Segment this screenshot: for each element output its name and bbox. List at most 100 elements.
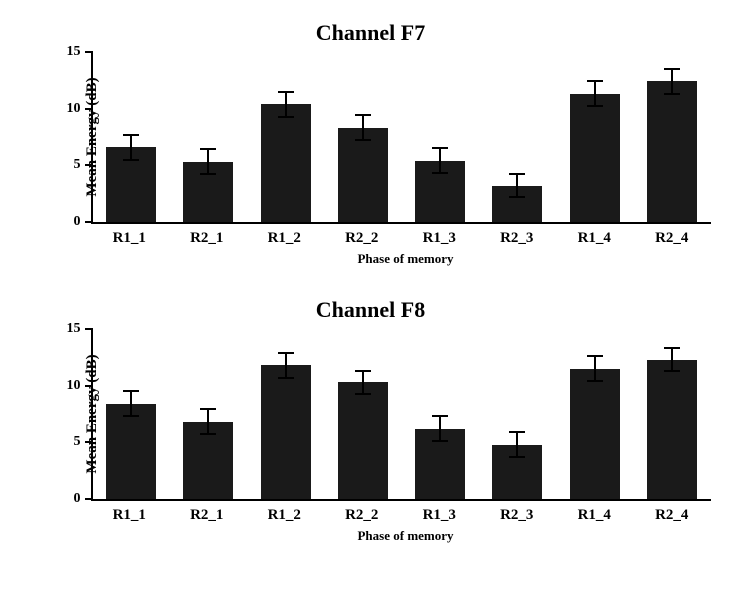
bar-wrap — [183, 422, 233, 499]
bar — [647, 360, 697, 499]
y-tick-label: 10 — [67, 101, 81, 117]
bar — [261, 104, 311, 222]
bar-wrap — [183, 162, 233, 222]
bar — [338, 382, 388, 499]
error-bar-line — [130, 391, 132, 416]
error-bar-cap-bottom — [200, 173, 216, 175]
error-bar-cap-top — [509, 173, 525, 175]
bar-wrap — [106, 404, 156, 499]
x-tick-label: R1_2 — [259, 230, 309, 247]
chart-panel-1: Channel F8Mean Energy (dB)051015R1_1R2_1… — [21, 297, 721, 544]
error-bar-cap-top — [664, 347, 680, 349]
y-tick — [85, 385, 93, 387]
x-axis-label: Phase of memory — [91, 528, 721, 544]
bar-wrap — [261, 365, 311, 499]
y-tick-label: 5 — [74, 434, 81, 450]
y-tick — [85, 221, 93, 223]
bar — [570, 94, 620, 222]
x-tick-label: R1_3 — [414, 230, 464, 247]
error-bar-cap-top — [355, 370, 371, 372]
x-labels-row: R1_1R2_1R1_2R2_2R1_3R2_3R1_4R2_4 — [91, 507, 711, 524]
error-bar-cap-bottom — [123, 159, 139, 161]
y-tick-label: 15 — [67, 321, 81, 337]
error-bar-line — [207, 149, 209, 174]
bar-wrap — [647, 360, 697, 499]
x-labels-row: R1_1R2_1R1_2R2_2R1_3R2_3R1_4R2_4 — [91, 230, 711, 247]
x-tick-label: R1_4 — [569, 507, 619, 524]
error-bar-cap-bottom — [509, 196, 525, 198]
error-bar-line — [594, 81, 596, 106]
bar-wrap — [647, 81, 697, 222]
error-bar-cap-bottom — [278, 377, 294, 379]
y-tick-label: 5 — [74, 157, 81, 173]
bar-wrap — [106, 147, 156, 222]
bar-wrap — [492, 186, 542, 222]
error-bar-line — [439, 148, 441, 173]
x-tick-label: R2_4 — [647, 230, 697, 247]
y-tick-label: 10 — [67, 378, 81, 394]
bars-container — [93, 329, 711, 499]
error-bar-cap-bottom — [278, 116, 294, 118]
y-tick — [85, 498, 93, 500]
y-tick-label: 0 — [74, 214, 81, 230]
plot-area: Mean Energy (dB)051015 — [91, 329, 711, 501]
bar-wrap — [492, 445, 542, 499]
error-bar-cap-bottom — [664, 370, 680, 372]
error-bar-cap-top — [664, 68, 680, 70]
x-tick-label: R1_3 — [414, 507, 464, 524]
bar-wrap — [338, 382, 388, 499]
x-tick-label: R2_1 — [182, 230, 232, 247]
bar — [570, 369, 620, 499]
bar — [647, 81, 697, 222]
error-bar-cap-top — [509, 431, 525, 433]
x-axis-label: Phase of memory — [91, 251, 721, 267]
error-bar-line — [285, 92, 287, 117]
error-bar-cap-top — [355, 114, 371, 116]
bar-wrap — [570, 94, 620, 222]
error-bar-cap-bottom — [432, 440, 448, 442]
error-bar-line — [439, 416, 441, 441]
error-bar-cap-bottom — [587, 105, 603, 107]
bar-wrap — [261, 104, 311, 222]
x-tick-label: R1_2 — [259, 507, 309, 524]
y-tick — [85, 164, 93, 166]
y-tick — [85, 441, 93, 443]
x-tick-label: R2_4 — [647, 507, 697, 524]
bar-wrap — [570, 369, 620, 499]
error-bar-line — [671, 348, 673, 371]
error-bar-line — [130, 135, 132, 160]
error-bar-cap-bottom — [509, 456, 525, 458]
error-bar-cap-bottom — [432, 172, 448, 174]
error-bar-cap-top — [123, 390, 139, 392]
x-tick-label: R1_4 — [569, 230, 619, 247]
plot-area: Mean Energy (dB)051015 — [91, 52, 711, 224]
error-bar-cap-bottom — [355, 139, 371, 141]
x-tick-label: R2_2 — [337, 230, 387, 247]
error-bar-cap-top — [200, 148, 216, 150]
error-bar-cap-top — [200, 408, 216, 410]
bar — [106, 404, 156, 499]
bar — [338, 128, 388, 222]
chart-title: Channel F7 — [21, 20, 721, 46]
error-bar-line — [285, 353, 287, 378]
x-tick-label: R2_2 — [337, 507, 387, 524]
error-bar-line — [516, 174, 518, 197]
bar-wrap — [415, 429, 465, 499]
x-tick-label: R1_1 — [104, 230, 154, 247]
error-bar-cap-top — [587, 80, 603, 82]
x-tick-label: R2_3 — [492, 507, 542, 524]
y-tick — [85, 108, 93, 110]
error-bar-line — [362, 115, 364, 140]
y-tick — [85, 328, 93, 330]
error-bar-cap-top — [432, 147, 448, 149]
chart-title: Channel F8 — [21, 297, 721, 323]
x-tick-label: R1_1 — [104, 507, 154, 524]
error-bar-line — [362, 371, 364, 394]
y-tick-label: 0 — [74, 491, 81, 507]
error-bar-cap-bottom — [587, 380, 603, 382]
error-bar-cap-top — [278, 91, 294, 93]
bar-wrap — [415, 161, 465, 222]
error-bar-line — [207, 409, 209, 434]
error-bar-cap-top — [432, 415, 448, 417]
chart-panel-0: Channel F7 Mean Energy (dB)051015 R1_1 R2_1… — [21, 20, 721, 267]
